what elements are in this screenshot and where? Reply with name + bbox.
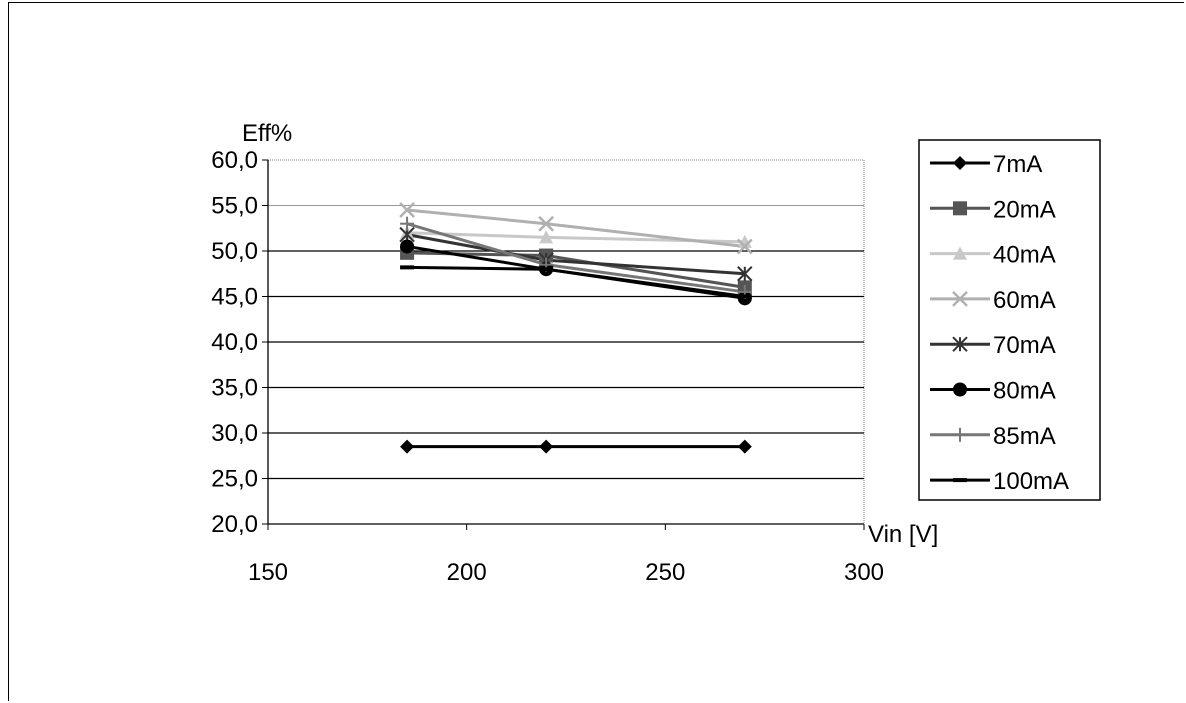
marker-plus xyxy=(400,216,415,231)
marker-star xyxy=(737,266,753,282)
legend-label: 85mA xyxy=(993,423,1056,450)
y-tick-label: 30,0 xyxy=(211,420,258,447)
legend-box xyxy=(918,139,1101,501)
y-tick-label: 20,0 xyxy=(211,511,258,538)
legend-item: 85mA xyxy=(930,423,1056,450)
marker-stroke xyxy=(399,202,415,218)
marker-stroke xyxy=(736,238,753,255)
marker-triangle xyxy=(953,246,967,260)
legend-label: 100mA xyxy=(993,468,1069,495)
y-tick-label: 55,0 xyxy=(211,193,258,220)
marker-star xyxy=(952,336,968,352)
x-axis-label: Vin [V] xyxy=(868,521,938,548)
x-tick-label: 300 xyxy=(844,559,884,586)
legend-label: 70mA xyxy=(993,332,1056,359)
legend-label: 7mA xyxy=(993,151,1042,178)
marker-x xyxy=(399,202,415,218)
series-line xyxy=(406,208,745,248)
chart-frame xyxy=(8,2,1184,701)
marker-circle xyxy=(400,239,415,254)
y-axis-label: Eff% xyxy=(242,120,292,147)
marker-stroke xyxy=(952,291,968,307)
y-tick-label: 40,0 xyxy=(211,329,258,356)
marker-plus xyxy=(953,427,967,442)
legend-label: 80mA xyxy=(993,378,1056,405)
marker-stroke xyxy=(538,215,555,232)
legend: 7mA 20mA 40mA 60mA 70mA 80mA 85mA 100mA xyxy=(930,151,1069,495)
axes: 20,0 25,0 30,0 35,0 40,0 45,0 50,0 55,0 60,0 150 2… xyxy=(211,147,884,586)
marker-square xyxy=(953,201,967,216)
x-tick-label: 200 xyxy=(447,559,487,586)
x-tick-label: 150 xyxy=(248,559,288,586)
y-tick-label: 45,0 xyxy=(211,284,258,311)
series-markers xyxy=(399,202,753,454)
y-tick-label: 50,0 xyxy=(211,238,258,265)
y-tick-label: 60,0 xyxy=(211,147,258,174)
legend-label: 60mA xyxy=(993,287,1056,314)
x-tick-label: 250 xyxy=(645,559,685,586)
marker-diamond xyxy=(539,439,554,454)
marker-diamond xyxy=(953,156,967,170)
y-tick-label: 35,0 xyxy=(211,375,258,402)
marker-diamond xyxy=(400,439,415,454)
legend-item: 80mA xyxy=(930,378,1056,405)
marker-triangle xyxy=(539,230,554,244)
legend-label: 20mA xyxy=(993,196,1056,223)
legend-label: 40mA xyxy=(993,242,1056,269)
marker-x xyxy=(736,238,753,255)
marker-diamond xyxy=(737,439,752,454)
legend-item: 20mA xyxy=(930,196,1056,223)
series-lines xyxy=(406,208,746,449)
gridlines xyxy=(268,205,864,480)
marker-x xyxy=(538,215,555,232)
marker-circle xyxy=(953,382,967,397)
y-tick-label: 25,0 xyxy=(211,466,258,493)
legend-item: 7mA xyxy=(930,151,1042,178)
legend-item: 70mA xyxy=(930,332,1056,359)
marker-x xyxy=(952,291,968,307)
legend-item: 100mA xyxy=(930,468,1069,495)
legend-item: 40mA xyxy=(930,242,1056,269)
legend-item: 60mA xyxy=(930,287,1056,314)
